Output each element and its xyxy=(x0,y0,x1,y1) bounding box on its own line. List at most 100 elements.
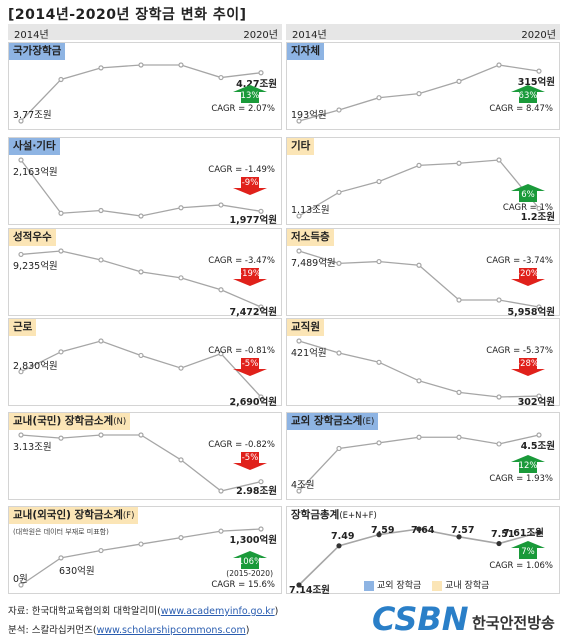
cagr-label: CAGR = 2.07% xyxy=(211,104,275,114)
panel-title: 교외 장학금소계(E) xyxy=(287,413,379,430)
arrow-shape xyxy=(233,177,267,195)
analysis-suffix: ) xyxy=(245,625,250,636)
panel-title: 기타 xyxy=(287,138,315,155)
panel-plot xyxy=(18,432,264,494)
panel-title: 국가장학금 xyxy=(9,43,66,60)
panel-plot xyxy=(18,248,264,310)
end-value-label: 4.5조원 xyxy=(520,441,555,452)
col-end-label: 2020년 xyxy=(243,30,278,41)
arrow-shape xyxy=(511,455,545,473)
data-point xyxy=(138,352,144,359)
panel-title-text: 지자체 xyxy=(291,45,320,57)
data-point xyxy=(536,393,542,399)
start-value-label: 2,830억원 xyxy=(13,360,58,372)
csbn-logo: CSBN 한국안전방송 xyxy=(372,598,562,640)
point-label-0: 7.14조원 xyxy=(289,585,330,596)
increase-arrow-icon: 13% xyxy=(233,85,267,103)
data-point xyxy=(536,432,542,438)
academyinfo-link[interactable]: www.academyinfo.go.kr xyxy=(160,606,275,617)
start-value-label: 9,235억원 xyxy=(13,261,58,273)
cagr-label: CAGR = 1.06% xyxy=(489,561,553,571)
data-point xyxy=(98,432,104,438)
panel-title-text: 기타 xyxy=(291,140,311,152)
data-point xyxy=(58,435,64,441)
start-value-label: 2,163억원 xyxy=(13,167,58,178)
arrow-polygon xyxy=(511,85,545,103)
data-point xyxy=(456,389,462,395)
change-percent: -5% xyxy=(241,453,259,463)
data-point xyxy=(218,351,224,357)
panel-other: 기타 1.13조원 1.2조원 6% CAGR = 1% xyxy=(286,137,560,225)
panel-title-text: 저소득층 xyxy=(291,231,330,243)
end-value-label: 4.27조원 xyxy=(236,78,277,90)
data-point xyxy=(416,91,422,97)
arrow-shape xyxy=(233,551,267,569)
data-point xyxy=(258,208,264,214)
data-point xyxy=(336,189,342,195)
data-point xyxy=(376,532,382,538)
data-point xyxy=(258,70,264,76)
panel-title: 장학금총계(E+N+F) xyxy=(287,507,381,524)
data-point xyxy=(496,157,502,163)
scholarshipcommons-link[interactable]: www.scholarshipcommons.com xyxy=(96,625,246,636)
data-point xyxy=(416,526,422,532)
data-point xyxy=(58,248,64,254)
arrow-polygon xyxy=(233,452,267,470)
panel-total: 장학금총계(E+N+F) 7.14조원 7.49 7.59 7.64 7.57 7.51 7.… xyxy=(286,506,560,596)
data-point xyxy=(296,338,302,344)
panel-plot xyxy=(18,526,264,588)
change-percent: -9% xyxy=(241,178,259,188)
cagr-label: CAGR = 15.6% xyxy=(211,580,275,590)
panel-low_income: 저소득층 7,489억원 5,958억원 -20% CAGR = -3.74% xyxy=(286,228,560,318)
data-point xyxy=(296,248,302,254)
panel-plot xyxy=(296,62,542,124)
data-point xyxy=(218,528,224,534)
end-value-label: 1.2조원 xyxy=(520,212,555,224)
change-percent: -20% xyxy=(517,269,539,279)
data-point xyxy=(178,535,184,541)
data-point xyxy=(376,440,382,446)
analysis-prefix: 분석: 스칼라십커먼즈( xyxy=(8,625,97,636)
data-point xyxy=(58,76,64,83)
point-label-2: 7.59 xyxy=(371,525,395,536)
panel-title: 교직원 xyxy=(287,319,324,336)
data-point xyxy=(138,213,144,219)
panel-plot xyxy=(18,62,264,124)
data-point xyxy=(376,178,382,185)
data-point xyxy=(178,62,184,68)
data-point xyxy=(258,526,264,532)
data-point xyxy=(496,540,502,547)
second-value-label: 630억원 xyxy=(59,565,95,577)
arrow-shape xyxy=(511,268,545,286)
start-value-label: 7,489억원 xyxy=(291,258,336,269)
data-point xyxy=(178,365,184,371)
data-point xyxy=(376,95,382,101)
change-percent: 7% xyxy=(521,547,535,557)
arrow-polygon xyxy=(511,358,545,376)
panel-staff: 교직원 421억원 302억원 -28% CAGR = -5.37% xyxy=(286,318,560,408)
arrow-polygon xyxy=(511,541,545,559)
panel-internal_ex_national: 교내(국민) 장학금소계(N) 3.13조원 2.98조원 -5% CAGR = -0.… xyxy=(8,412,282,500)
data-point xyxy=(296,488,302,494)
end-value-label: 7,472억원 xyxy=(229,307,277,318)
panel-title-text: 교내(국민) 장학금소계 xyxy=(13,415,114,427)
panel-plot xyxy=(296,526,542,588)
data-point xyxy=(258,304,264,310)
data-point xyxy=(178,275,184,281)
change-percent: 6% xyxy=(521,190,535,200)
col-end-label: 2020년 xyxy=(521,30,556,41)
panel-title: 지자체 xyxy=(287,43,324,60)
panel-national: 국가장학금 3.77조원 4.27조원 13% CAGR = 2.07% xyxy=(8,42,282,130)
legend-swatch xyxy=(364,580,374,591)
data-point xyxy=(218,202,224,208)
cagr-label: CAGR = -3.47% xyxy=(208,256,275,266)
panel-plot xyxy=(18,157,264,219)
cagr-label: CAGR = -5.37% xyxy=(486,346,553,356)
panel-external: 교외 장학금소계(E) 4조원 4.5조원 12% CAGR = 1.93% xyxy=(286,412,560,500)
data-point xyxy=(98,65,104,71)
start-value-label: 193억원 xyxy=(291,110,327,121)
start-value-label: 421억원 xyxy=(291,348,327,359)
cagr-label: CAGR = 8.47% xyxy=(489,104,553,114)
legend-swatch xyxy=(432,580,443,591)
panel-title: 성적우수 xyxy=(9,229,56,246)
